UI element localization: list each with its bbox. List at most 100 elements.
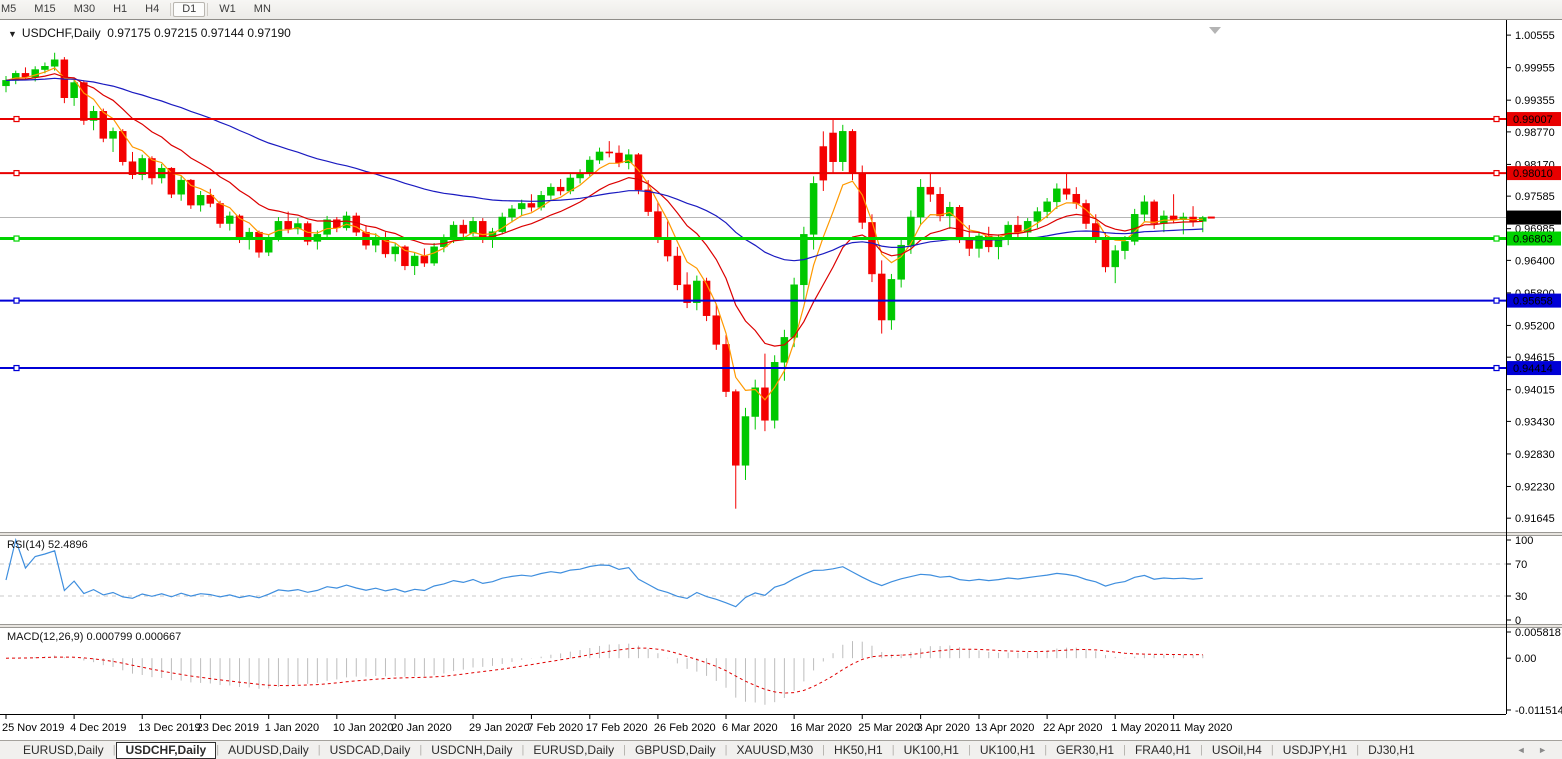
svg-text:13 Apr 2020: 13 Apr 2020 (975, 722, 1034, 734)
tab-uk100-h1[interactable]: UK100,H1 (979, 742, 1036, 757)
svg-text:3 Apr 2020: 3 Apr 2020 (917, 722, 970, 734)
tab-separator: | (216, 744, 220, 756)
svg-text:0: 0 (1515, 615, 1521, 627)
timeframe-toolbar: M5 M15 M30 H1 H4 D1 W1 MN (0, 0, 1562, 20)
chart-shift-icon (1209, 27, 1221, 34)
timeframe-button-W1[interactable]: W1 (219, 3, 236, 15)
tab-usdchf-daily[interactable]: USDCHF,Daily (115, 741, 217, 759)
tab-separator: | (317, 744, 321, 756)
macd-indicator-label: MACD(12,26,9) 0.000799 0.000667 (7, 631, 182, 643)
svg-text:0.99955: 0.99955 (1515, 63, 1555, 75)
tab-usdcad-daily[interactable]: USDCAD,Daily (329, 742, 411, 757)
svg-text:17 Feb 2020: 17 Feb 2020 (586, 722, 648, 734)
tab-usdcnh-daily[interactable]: USDCNH,Daily (431, 742, 513, 757)
tab-fra40-h1[interactable]: FRA40,H1 (1134, 742, 1191, 757)
tab-ger30-h1[interactable]: GER30,H1 (1056, 742, 1115, 757)
tab-separator: | (891, 744, 895, 756)
chart-window[interactable]: 1.00555 0.99955 0.99355 0.98770 0.98170 0.975… (0, 19, 1562, 740)
timeframe-button-M30[interactable]: M30 (73, 3, 96, 15)
toolbar-separator (170, 3, 172, 16)
price-axis[interactable]: 1.005550.999550.993550.987700.981700.975… (1506, 20, 1562, 717)
svg-text:0.96400: 0.96400 (1515, 255, 1555, 267)
svg-text:7 Feb 2020: 7 Feb 2020 (527, 722, 583, 734)
svg-text:0.92830: 0.92830 (1515, 449, 1555, 461)
svg-text:13 Dec 2019: 13 Dec 2019 (138, 722, 200, 734)
svg-text:11 May 2020: 11 May 2020 (1170, 722, 1233, 734)
svg-text:22 Apr 2020: 22 Apr 2020 (1043, 722, 1102, 734)
horizontal-lines[interactable] (0, 115, 1506, 372)
svg-text:0.00: 0.00 (1515, 653, 1536, 665)
tab-uk100-h1[interactable]: UK100,H1 (903, 742, 959, 757)
tab-separator: | (419, 744, 423, 756)
tab-usoil-h4[interactable]: USOil,H4 (1211, 742, 1262, 757)
tab-separator: | (1123, 744, 1126, 756)
tab-hk50-h1[interactable]: HK50,H1 (834, 742, 883, 757)
svg-text:1 May 2020: 1 May 2020 (1111, 722, 1168, 734)
candles (2, 52, 1207, 509)
svg-text:26 Feb 2020: 26 Feb 2020 (654, 722, 716, 734)
svg-text:100: 100 (1515, 535, 1533, 547)
tab-separator: | (822, 744, 826, 756)
svg-text:4 Dec 2019: 4 Dec 2019 (70, 722, 126, 734)
tab-separator: | (1356, 744, 1360, 756)
svg-text:20 Jan 2020: 20 Jan 2020 (391, 722, 452, 734)
svg-text:0.92230: 0.92230 (1515, 481, 1555, 493)
tab-separator: | (112, 744, 116, 756)
timeframe-button-M5[interactable]: M5 (1, 3, 17, 15)
svg-text:0.96803: 0.96803 (1513, 234, 1553, 246)
macd-panel (5, 641, 1204, 705)
svg-text:0.99007: 0.99007 (1513, 114, 1553, 126)
tab-audusd-daily[interactable]: AUDUSD,Daily (228, 742, 309, 757)
tab-usdjpy-h1[interactable]: USDJPY,H1 (1282, 742, 1348, 757)
svg-text:0.005818: 0.005818 (1515, 627, 1561, 639)
svg-text:0.93430: 0.93430 (1515, 416, 1555, 428)
timeframe-button-H1[interactable]: H1 (113, 3, 128, 15)
tab-separator: | (1270, 744, 1274, 756)
chart-symbol-label: USDCHF,Daily (21, 26, 101, 40)
svg-text:0.94015: 0.94015 (1515, 385, 1555, 397)
svg-text:0.95658: 0.95658 (1513, 296, 1553, 308)
tab-separator: | (724, 744, 728, 756)
ma-slow-line (5, 77, 1203, 262)
timeframe-button-H4[interactable]: H4 (145, 3, 160, 15)
tab-dj30-h1[interactable]: DJ30,H1 (1368, 742, 1415, 757)
svg-text:6 Mar 2020: 6 Mar 2020 (722, 722, 778, 734)
tab-xauusd-m30[interactable]: XAUUSD,M30 (736, 742, 814, 757)
price-chart-canvas[interactable]: 1.005550.999550.993550.987700.981700.975… (0, 20, 1562, 741)
svg-text:25 Mar 2020: 25 Mar 2020 (858, 722, 920, 734)
tab-separator: | (967, 744, 971, 756)
svg-text:0.99355: 0.99355 (1515, 95, 1555, 107)
svg-text:0.94414: 0.94414 (1513, 363, 1553, 375)
svg-text:0.97190: 0.97190 (1513, 213, 1553, 225)
symbol-tabbar: EURUSD,Daily | USDCHF,Daily | AUDUSD,Daily | U… (0, 740, 1562, 759)
tab-separator: | (1044, 744, 1048, 756)
svg-text:1.00555: 1.00555 (1515, 30, 1555, 42)
svg-text:0.91645: 0.91645 (1515, 513, 1555, 525)
svg-text:16 Mar 2020: 16 Mar 2020 (790, 722, 852, 734)
svg-text:23 Dec 2019: 23 Dec 2019 (197, 722, 259, 734)
timeframe-button-M15[interactable]: M15 (34, 3, 56, 15)
chart-title: ▼ USDCHF,Daily 0.97175 0.97215 0.97144 0.… (8, 26, 291, 40)
tab-scroll-arrows[interactable]: ◄ ► (1516, 745, 1552, 755)
toolbar-separator (207, 3, 209, 16)
tab-eurusd-daily[interactable]: EURUSD,Daily (533, 742, 615, 757)
timeframe-button-D1[interactable]: D1 (173, 2, 206, 17)
svg-text:0.97585: 0.97585 (1515, 191, 1555, 203)
svg-text:0.98770: 0.98770 (1515, 127, 1555, 139)
svg-text:0.95200: 0.95200 (1515, 320, 1555, 332)
tab-separator: | (521, 744, 525, 756)
timeframe-button-MN[interactable]: MN (253, 3, 271, 15)
svg-text:70: 70 (1515, 559, 1527, 571)
tab-separator: | (623, 744, 626, 756)
collapse-ohlc-icon[interactable]: ▼ (8, 29, 17, 39)
svg-text:0.98010: 0.98010 (1513, 168, 1553, 180)
ma-fast-line (5, 67, 1203, 401)
svg-text:25 Nov 2019: 25 Nov 2019 (2, 722, 64, 734)
tab-separator: | (1199, 744, 1203, 756)
tab-eurusd-daily[interactable]: EURUSD,Daily (23, 742, 104, 757)
tab-gbpusd-daily[interactable]: GBPUSD,Daily (634, 742, 716, 757)
svg-text:-0.011514: -0.011514 (1515, 705, 1562, 717)
chart-ohlc-values: 0.97175 0.97215 0.97144 0.97190 (107, 26, 291, 40)
panel-dividers[interactable] (0, 532, 1562, 628)
